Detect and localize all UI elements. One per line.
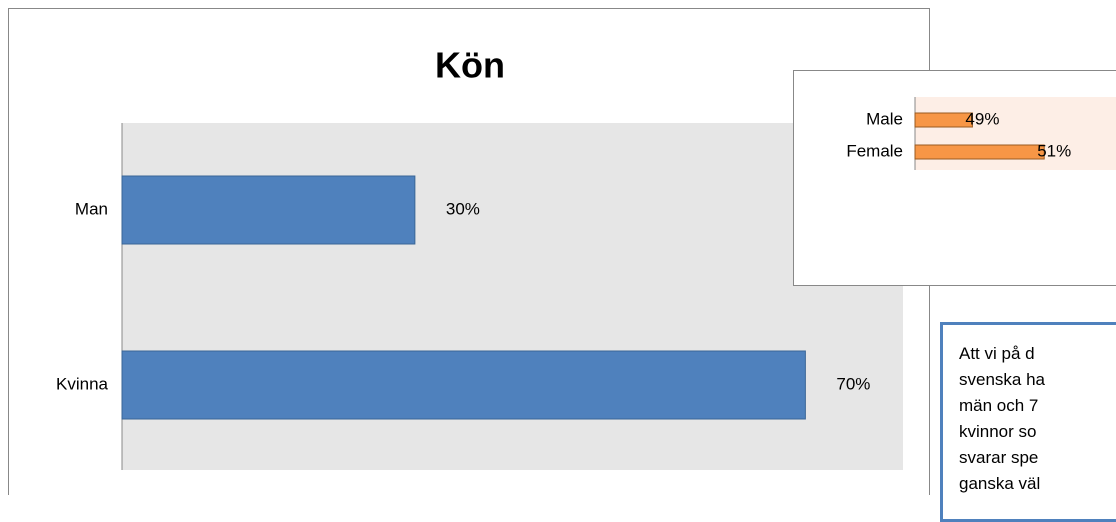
text-line: ganska väl — [959, 471, 1116, 497]
value-label: 51% — [1037, 141, 1071, 160]
category-label: Kvinna — [56, 374, 109, 393]
text-line: svenska ha — [959, 367, 1116, 393]
value-label: 30% — [446, 199, 480, 218]
text-line: svarar spe — [959, 445, 1116, 471]
text-line: Att vi på d — [959, 341, 1116, 367]
bar — [122, 351, 805, 419]
bar — [122, 176, 415, 244]
bar — [915, 113, 972, 127]
category-label: Female — [846, 141, 903, 160]
text-line: kvinnor so — [959, 419, 1116, 445]
text-line: män och 7 — [959, 393, 1116, 419]
page: {"chart_data": [ {"type": "bar", "orient… — [0, 0, 1116, 495]
chart-title: Kön — [435, 45, 505, 86]
category-label: Male — [866, 109, 903, 128]
category-label: Man — [75, 199, 108, 218]
value-label: 70% — [836, 374, 870, 393]
bar — [915, 145, 1044, 159]
value-label: 49% — [965, 109, 999, 128]
